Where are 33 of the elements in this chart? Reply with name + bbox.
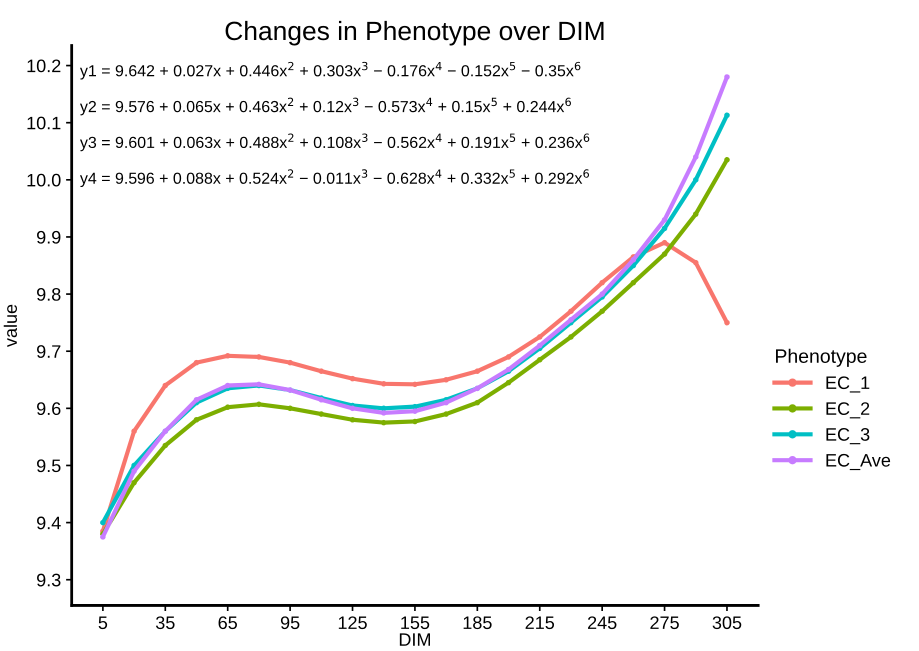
y-tick-label: 9.4 [37, 516, 61, 530]
legend-label: EC_1 [826, 376, 870, 393]
x-tick-label: 245 [588, 616, 616, 630]
text: y2 = 9.576 + 0.065x + 0.463x$^{2}$ + 0.12x$^{3}$ − 0.573x$^{4}$ + 0.15x$^{5}$ + 0.244x$^{6}$ [80, 98, 571, 116]
y-tick-label: 10.2 [28, 60, 60, 72]
x-axis-title: DIM [400, 633, 430, 646]
x-tick-label: 155 [401, 616, 430, 630]
text: y4 = 9.596 + 0.088x + 0.524x$^{2}$ − 0.011x$^{3}$ − 0.628x$^{4}$ + 0.332x$^{5}$ + 0.292x$^{6}$ [80, 169, 590, 188]
text: y3 = 9.601 + 0.063x + 0.488x$^{2}$ + 0.108x$^{3}$ − 0.562x$^{4}$ + 0.191x$^{5}$ + 0.236x$^{6}$ [80, 133, 590, 152]
y-tick-label: 9.7 [37, 345, 60, 358]
x-tick-label: 185 [464, 616, 492, 630]
y-tick-label: 9.5 [37, 459, 61, 472]
y-tick-label: 9.9 [37, 230, 60, 244]
text: y1 = 9.642 + 0.027x + 0.446x$^{2}$ + 0.303x$^{3}$ − 0.176x$^{4}$ − 0.152x$^{5}$ − 0.35x$^{6}$ [80, 62, 580, 80]
x-tick-label: 305 [712, 616, 742, 630]
x-tick-label: 215 [526, 616, 554, 630]
x-tick-label: 95 [280, 616, 300, 630]
y-axis-title: value [4, 304, 18, 348]
x-tick-label: 125 [338, 616, 367, 630]
y-tick-label: 9.3 [37, 574, 60, 586]
x-tick-label: 275 [650, 616, 679, 630]
legend-title: Phenotype [776, 348, 867, 367]
x-tick-label: 35 [156, 616, 175, 630]
legend-label: EC_3 [826, 428, 870, 444]
chart-title: Changes in Phenotype over DIM [226, 20, 604, 46]
y-tick-label: 10.1 [28, 116, 60, 130]
legend-label: EC_Ave [826, 454, 890, 470]
y-tick-label: 9.6 [37, 402, 60, 416]
x-tick-label: 5 [98, 616, 108, 630]
x-tick-label: 65 [218, 616, 237, 630]
y-tick-label: 9.8 [37, 288, 60, 301]
legend-label: EC_2 [826, 402, 870, 418]
y-tick-label: 10.0 [28, 174, 61, 187]
